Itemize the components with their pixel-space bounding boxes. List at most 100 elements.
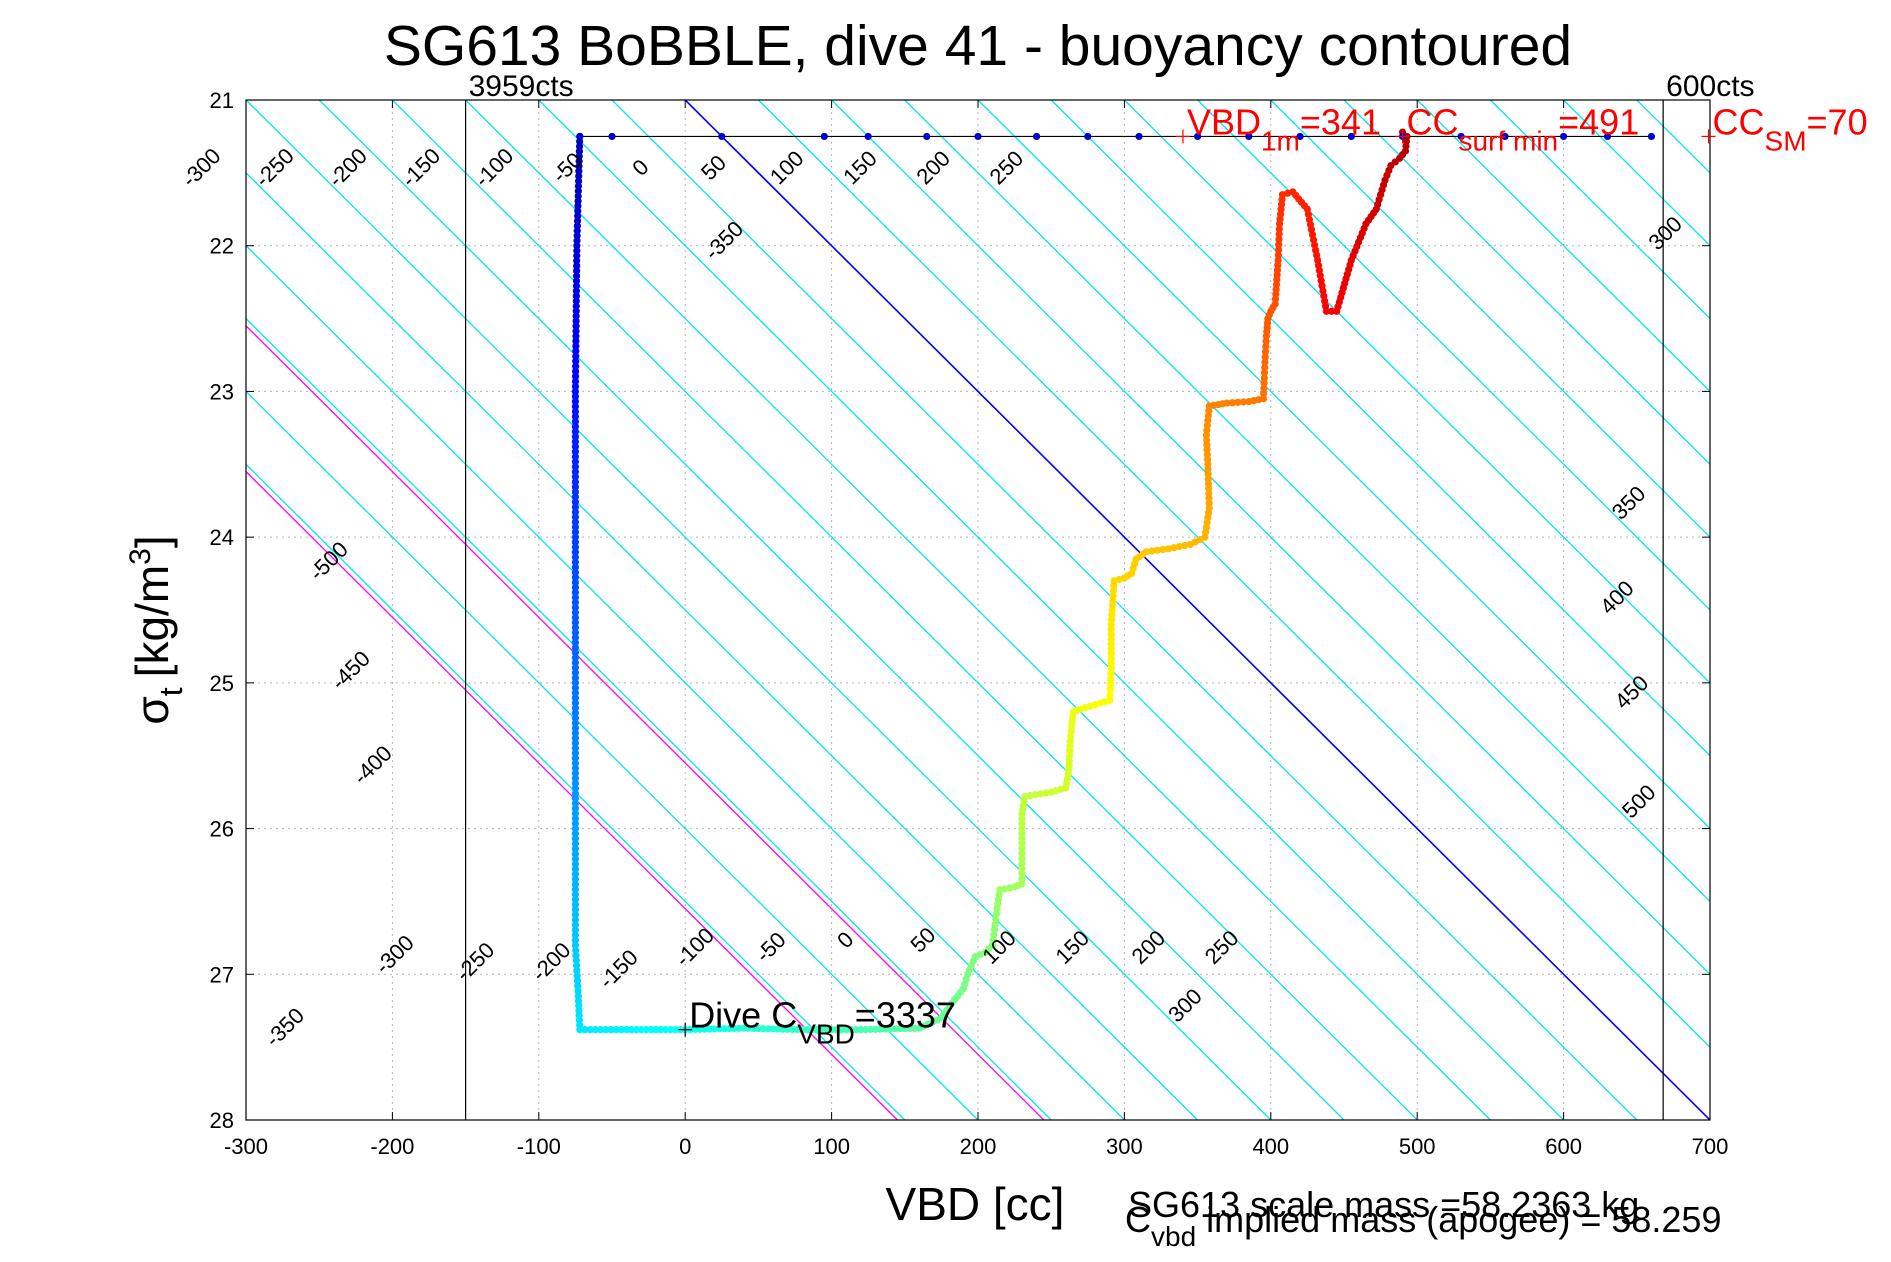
profile-point: [571, 799, 580, 808]
profile-point: [571, 890, 580, 899]
profile-point: [571, 835, 580, 843]
profile-point: [571, 538, 580, 546]
profile-point: [571, 543, 580, 551]
contour-line: [1050, 100, 1710, 757]
profile-point: [991, 920, 999, 928]
y-tick-label: 21: [210, 88, 234, 113]
profile-point: [571, 926, 580, 934]
climb-point: [576, 132, 584, 141]
annotation-marker: [1395, 129, 1410, 144]
profile-point: [602, 1026, 610, 1034]
profile-point: [571, 850, 580, 858]
contour-line: [318, 100, 1345, 1120]
profile-point: [617, 1026, 626, 1034]
profile-point: [571, 629, 580, 637]
contour-line: [246, 171, 1199, 1120]
profile-point: [571, 573, 580, 581]
profile-point: [572, 272, 581, 280]
implied-mass-value: implied mass (apogee) = 58.259: [1196, 1199, 1721, 1240]
profile-point: [571, 719, 580, 727]
x-tick-label: 500: [1399, 1134, 1436, 1159]
profile-point: [1275, 230, 1283, 238]
profile-point: [571, 689, 580, 697]
climb-point: [864, 132, 872, 141]
profile-point: [1018, 844, 1026, 852]
y-axis-label-symbol: σ: [126, 696, 178, 724]
contour-line: [611, 100, 1638, 1120]
vbd-limit-lines: [465, 100, 1664, 1120]
profile-point: [571, 639, 580, 647]
profile-point: [571, 704, 580, 712]
climb-point: [1501, 132, 1509, 141]
x-tick-label: 100: [813, 1134, 850, 1159]
profile-point: [571, 921, 580, 929]
profile-point: [1018, 880, 1026, 888]
profile-point: [1275, 235, 1283, 244]
profile-point: [571, 568, 580, 576]
x-tick-label: 200: [960, 1134, 997, 1159]
contour-line: [538, 100, 1565, 1120]
profile-point: [1175, 543, 1183, 551]
profile-point: [571, 699, 580, 707]
profile-point: [571, 679, 580, 687]
profile-point: [1260, 369, 1269, 377]
profile-point: [571, 618, 580, 627]
contour-line: [757, 100, 1710, 1049]
profile-point: [571, 744, 580, 752]
profile-point: [571, 936, 580, 944]
profile-point: [1107, 675, 1115, 683]
profile-point: [1262, 337, 1270, 345]
profile-point: [573, 977, 582, 985]
profile-point: [571, 759, 580, 767]
profile-point: [571, 603, 580, 612]
profile-point: [571, 911, 580, 919]
profile-point: [571, 412, 580, 421]
profile-point: [571, 885, 580, 893]
profile-point: [571, 774, 580, 782]
y-axis-label-close: ]: [126, 535, 178, 548]
profile-point: [1228, 399, 1236, 407]
profile-point: [571, 709, 580, 717]
x-tick-label: -100: [517, 1134, 561, 1159]
x-tick-label: 300: [1106, 1134, 1143, 1159]
y-tick-label: 23: [210, 379, 234, 404]
contour-line: [831, 100, 1710, 976]
profile-point: [573, 262, 581, 270]
contour-line: [904, 100, 1710, 903]
profile-point: [571, 478, 580, 486]
profile-point: [571, 749, 580, 757]
profile-point: [989, 936, 997, 944]
profile-point: [572, 951, 580, 959]
profile-point: [581, 1026, 589, 1034]
vbd-limit-label: 3959cts: [469, 70, 574, 103]
profile-point: [572, 362, 580, 370]
profile-point: [571, 468, 580, 476]
profile-point: [571, 448, 580, 456]
profile-point: [571, 598, 580, 607]
scale-mass-text: SG613 scale mass =58.2363 kg: [1128, 1184, 1639, 1225]
profile-point: [1261, 348, 1270, 356]
profile-point: [571, 714, 580, 722]
profile-point: [992, 910, 1001, 918]
profile-point: [571, 588, 580, 597]
vbd-profile: [571, 128, 1656, 1034]
x-tick-label: 600: [1545, 1134, 1582, 1159]
profile-point: [1260, 389, 1268, 398]
profile-point: [571, 654, 580, 662]
profile-point: [1018, 849, 1026, 857]
profile-point: [573, 967, 581, 975]
profile-point: [990, 925, 999, 934]
profile-point: [571, 724, 580, 732]
profile-point: [1153, 546, 1161, 554]
reference-line-magenta: [246, 470, 898, 1120]
contour-line: [246, 317, 1052, 1120]
profile-point: [1142, 548, 1150, 556]
profile-point: [572, 302, 580, 310]
profile-point: [571, 493, 580, 501]
profile-point: [1223, 399, 1231, 407]
profile-point: [571, 906, 580, 914]
profile-point: [571, 804, 580, 813]
profile-point: [1148, 547, 1156, 555]
climb-point: [1135, 132, 1143, 141]
profile-point: [571, 830, 580, 838]
